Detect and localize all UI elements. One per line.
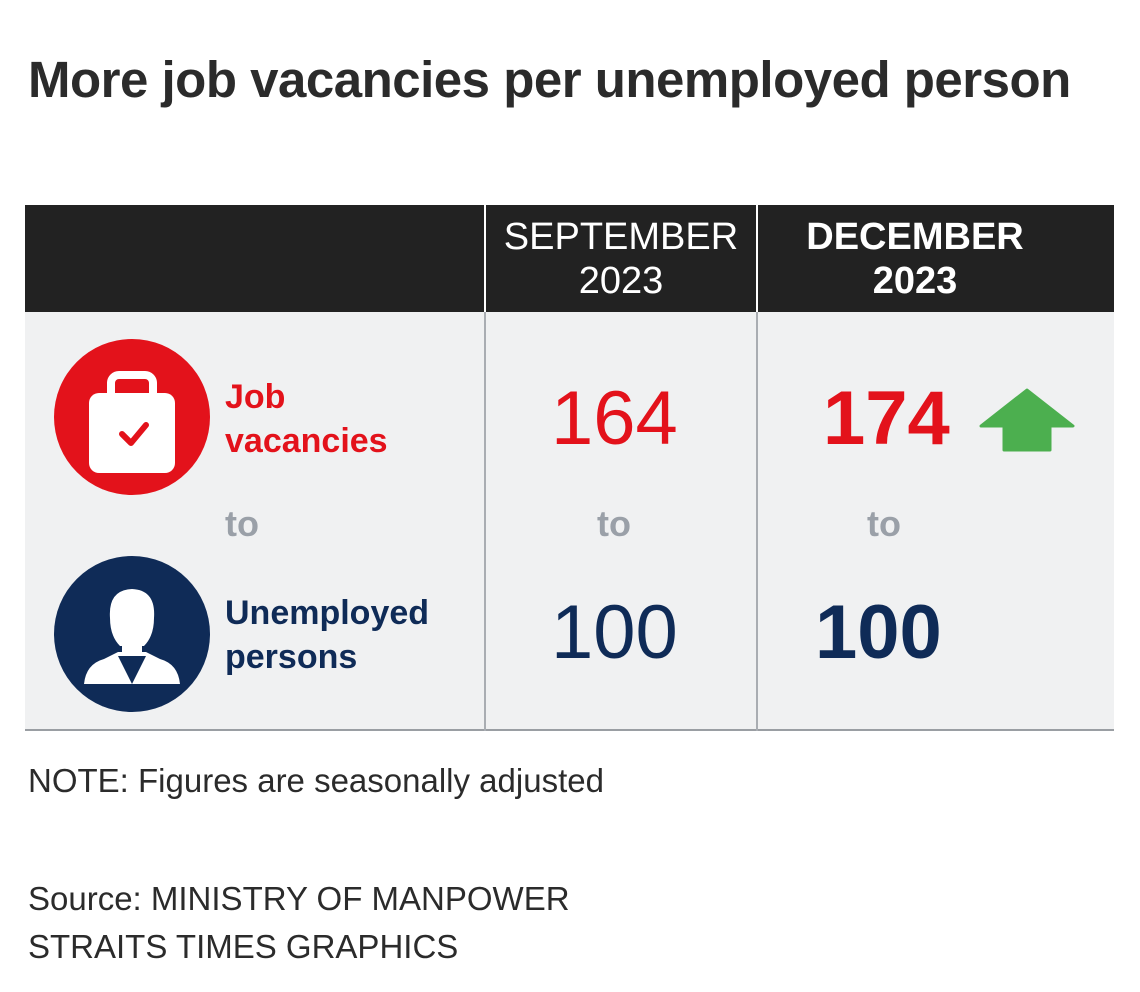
- connector-to: to: [225, 503, 259, 544]
- header-month: SEPTEMBER: [503, 215, 739, 258]
- source-line: Source: MINISTRY OF MANPOWER: [28, 880, 570, 917]
- column-divider: [484, 312, 486, 731]
- connector-to: to: [867, 503, 901, 544]
- table-header: [25, 205, 1114, 312]
- header-december-2023: DECEMBER 2023: [758, 205, 1114, 312]
- row-label-unemployed-persons: Unemployed persons: [225, 594, 430, 676]
- header-year: 2023: [578, 259, 664, 302]
- row-label-job-vacancies: Job vacancies: [225, 378, 388, 460]
- column-divider: [756, 312, 758, 731]
- column-divider: [756, 205, 758, 312]
- value-sep-vacancies: 164: [551, 376, 678, 461]
- value-sep-unemployed: 100: [551, 590, 678, 675]
- header-year: 2023: [872, 259, 958, 302]
- connector-to: to: [597, 503, 631, 544]
- chart-title: More job vacancies per unemployed person: [28, 51, 1071, 108]
- up-arrow-icon: [979, 388, 1075, 452]
- header-september-2023: SEPTEMBER 2023: [486, 205, 756, 312]
- footnote: NOTE: Figures are seasonally adjusted: [28, 762, 604, 799]
- briefcase-check-icon: [54, 339, 210, 495]
- table-body: [25, 312, 1114, 731]
- comparison-table: SEPTEMBER 2023 DECEMBER 2023 Job vacancies …: [25, 205, 1114, 731]
- credit-line: STRAITS TIMES GRAPHICS: [28, 928, 459, 965]
- person-icon: [54, 556, 210, 712]
- value-dec-unemployed: 100: [815, 590, 942, 675]
- header-month: DECEMBER: [806, 215, 1024, 258]
- column-divider: [484, 205, 486, 312]
- value-dec-vacancies: 174: [823, 376, 950, 461]
